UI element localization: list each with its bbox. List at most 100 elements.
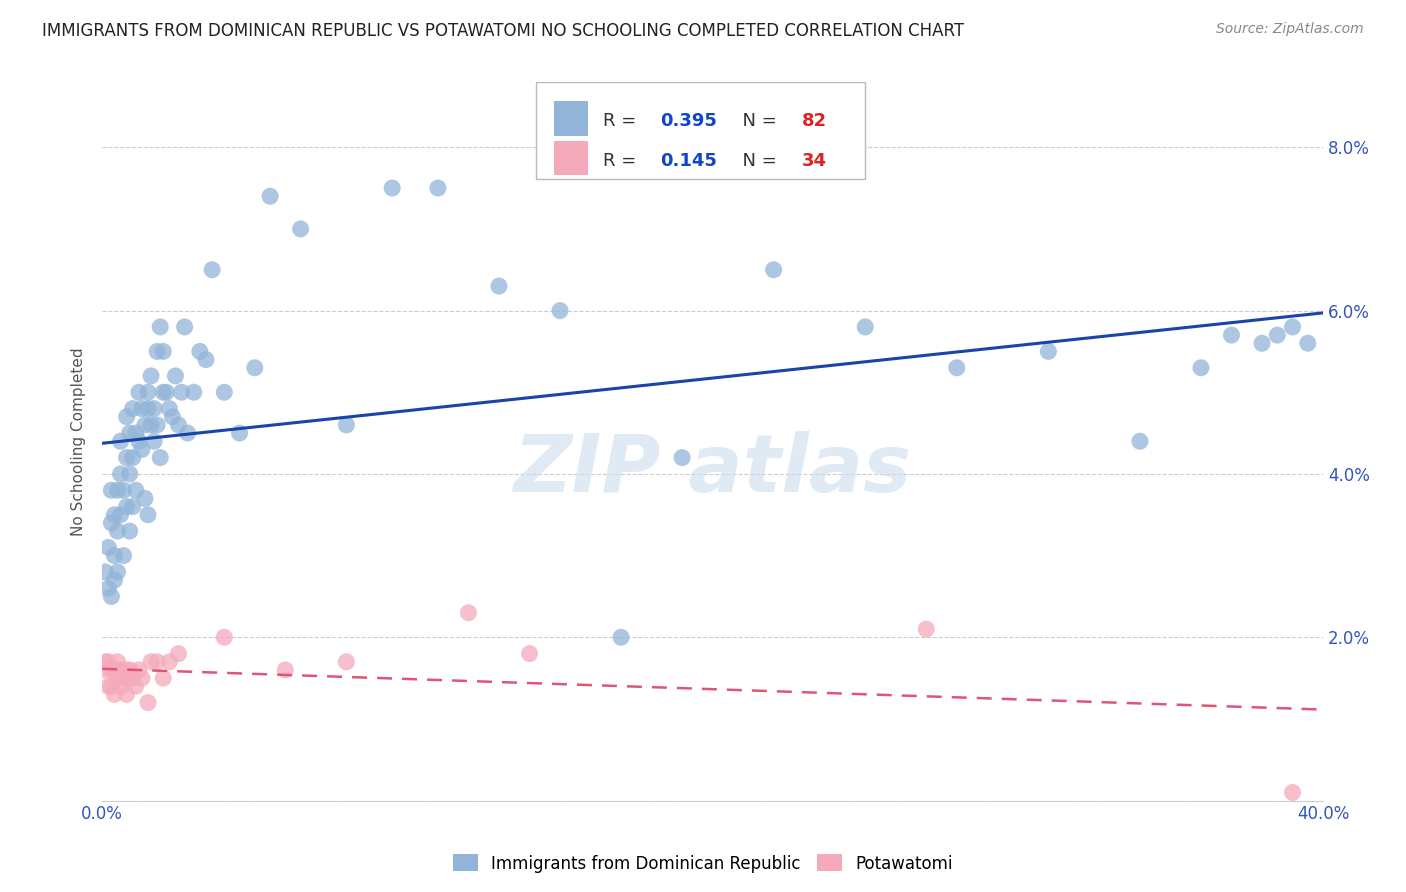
Point	[115, 500, 138, 514]
Point	[125, 679, 148, 693]
Point	[118, 426, 141, 441]
Point	[426, 181, 449, 195]
Point	[139, 417, 162, 432]
Point	[183, 385, 205, 400]
Point	[214, 385, 236, 400]
Text: N =: N =	[731, 152, 783, 170]
Point	[946, 360, 969, 375]
Point	[152, 671, 174, 685]
Point	[214, 630, 236, 644]
Point	[146, 344, 169, 359]
Text: Source: ZipAtlas.com: Source: ZipAtlas.com	[1216, 22, 1364, 37]
Point	[228, 426, 250, 441]
Point	[110, 679, 132, 693]
Point	[1265, 328, 1288, 343]
Text: R =: R =	[603, 152, 641, 170]
Point	[335, 655, 357, 669]
Point	[143, 434, 166, 449]
Point	[671, 450, 693, 465]
Point	[100, 679, 122, 693]
Point	[167, 417, 190, 432]
Point	[115, 450, 138, 465]
Point	[121, 500, 143, 514]
Text: 0.145: 0.145	[661, 152, 717, 170]
Point	[157, 655, 180, 669]
Point	[381, 181, 404, 195]
Point	[139, 655, 162, 669]
Point	[121, 450, 143, 465]
Point	[457, 606, 479, 620]
Point	[131, 401, 153, 416]
Point	[121, 401, 143, 416]
Point	[136, 385, 159, 400]
Point	[134, 417, 156, 432]
Point	[112, 671, 135, 685]
Point	[103, 549, 125, 563]
Point	[610, 630, 633, 644]
Point	[107, 524, 129, 538]
Point	[167, 647, 190, 661]
Point	[100, 483, 122, 498]
Point	[274, 663, 297, 677]
Point	[115, 663, 138, 677]
Point	[519, 647, 541, 661]
Text: IMMIGRANTS FROM DOMINICAN REPUBLIC VS POTAWATOMI NO SCHOOLING COMPLETED CORRELAT: IMMIGRANTS FROM DOMINICAN REPUBLIC VS PO…	[42, 22, 965, 40]
Point	[165, 368, 187, 383]
Point	[97, 541, 120, 555]
Point	[155, 385, 177, 400]
Point	[125, 426, 148, 441]
Point	[1129, 434, 1152, 449]
Point	[290, 222, 312, 236]
Point	[103, 508, 125, 522]
Point	[107, 483, 129, 498]
Point	[1296, 336, 1319, 351]
Point	[100, 590, 122, 604]
Point	[110, 663, 132, 677]
Point	[128, 385, 150, 400]
Point	[1220, 328, 1243, 343]
Point	[1281, 319, 1303, 334]
Point	[146, 417, 169, 432]
Point	[1251, 336, 1274, 351]
Point	[157, 401, 180, 416]
Point	[128, 663, 150, 677]
Point	[143, 401, 166, 416]
Point	[188, 344, 211, 359]
Point	[146, 655, 169, 669]
Point	[173, 319, 195, 334]
Point	[115, 409, 138, 424]
Point	[149, 450, 172, 465]
Point	[149, 319, 172, 334]
Point	[94, 655, 117, 669]
Point	[162, 409, 184, 424]
Text: 34: 34	[801, 152, 827, 170]
FancyBboxPatch shape	[536, 82, 865, 179]
Point	[195, 352, 218, 367]
Y-axis label: No Schooling Completed: No Schooling Completed	[72, 347, 86, 535]
Point	[97, 581, 120, 595]
Point	[201, 262, 224, 277]
Point	[118, 524, 141, 538]
Point	[107, 671, 129, 685]
Point	[136, 508, 159, 522]
Point	[762, 262, 785, 277]
Point	[121, 671, 143, 685]
Text: 0.395: 0.395	[661, 112, 717, 130]
Point	[131, 442, 153, 457]
Point	[118, 671, 141, 685]
Point	[134, 491, 156, 506]
Point	[112, 549, 135, 563]
Bar	[554, 102, 588, 136]
Text: 82: 82	[801, 112, 827, 130]
Point	[152, 385, 174, 400]
Point	[335, 417, 357, 432]
Point	[136, 696, 159, 710]
Point	[1038, 344, 1060, 359]
Point	[170, 385, 193, 400]
Point	[110, 434, 132, 449]
Point	[107, 565, 129, 579]
Point	[915, 622, 938, 636]
Point	[243, 360, 266, 375]
Point	[152, 344, 174, 359]
Point	[94, 565, 117, 579]
